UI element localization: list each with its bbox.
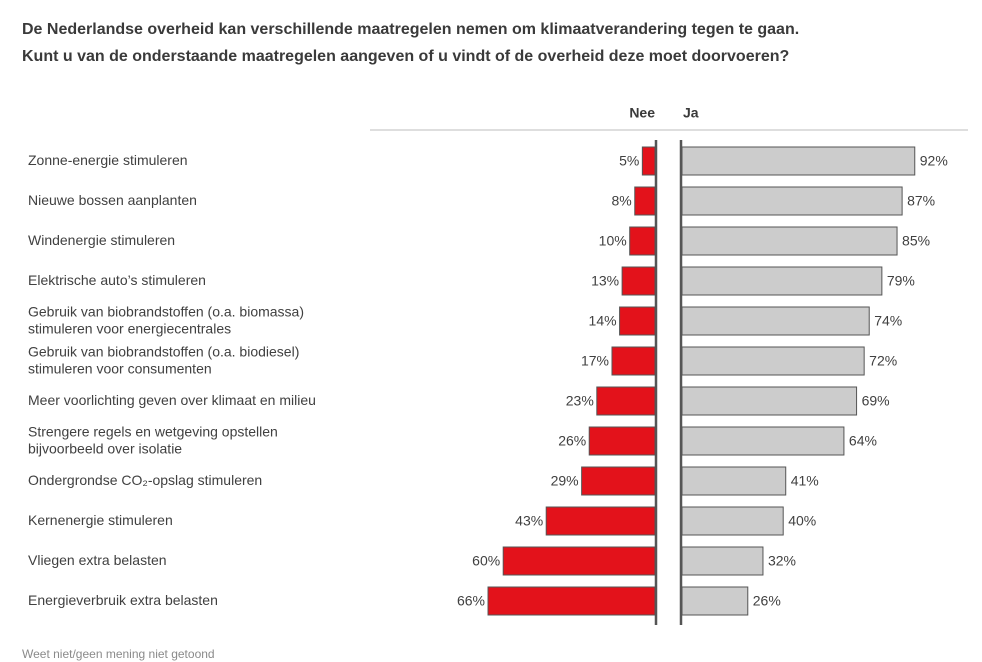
category-label-line: Zonne-energie stimuleren (28, 152, 188, 168)
value-label: 10% (599, 233, 627, 249)
value-label: 23% (566, 393, 594, 409)
value-label: 26% (558, 433, 586, 449)
bar (588, 426, 656, 456)
category-label-line: Ondergrondse CO₂-opslag stimuleren (28, 472, 262, 488)
bar (681, 546, 764, 576)
value-label: 87% (907, 193, 935, 209)
value-label: 17% (581, 353, 609, 369)
bar (641, 146, 656, 176)
category-label-line: Energieverbruik extra belasten (28, 592, 218, 608)
bar (502, 546, 656, 576)
value-label: 13% (591, 273, 619, 289)
value-label: 79% (887, 273, 915, 289)
bar (681, 586, 749, 616)
chart-title: De Nederlandse overheid kan verschillend… (22, 21, 799, 38)
category-label-line: stimuleren voor energiecentrales (28, 320, 231, 336)
category-label: Zonne-energie stimuleren (28, 152, 188, 168)
value-label: 64% (849, 433, 877, 449)
category-label: Meer voorlichting geven over klimaat en … (28, 392, 316, 408)
category-label: Strengere regels en wetgeving opstellen b… (28, 423, 278, 456)
bar (681, 346, 865, 376)
legend-entry: Ja (683, 105, 699, 121)
value-label: 60% (472, 553, 500, 569)
legend-entry: Nee (629, 105, 655, 121)
category-label-line: Elektrische auto’s stimuleren (28, 272, 206, 288)
bar (621, 266, 656, 296)
value-label: 69% (862, 393, 890, 409)
bar (629, 226, 656, 256)
category-label: Kernenergie stimuleren (28, 512, 173, 528)
value-label: 29% (551, 473, 579, 489)
category-label: Gebruik van biobrandstoffen (o.a. biomas… (28, 303, 304, 336)
value-label: 26% (753, 593, 781, 609)
bar (581, 466, 656, 496)
value-label: 32% (768, 553, 796, 569)
category-label: Energieverbruik extra belasten (28, 592, 218, 608)
value-label: 43% (515, 513, 543, 529)
category-label: Nieuwe bossen aanplanten (28, 192, 197, 208)
category-label: Vliegen extra belasten (28, 552, 167, 568)
bar (634, 186, 656, 216)
value-label: 8% (612, 193, 632, 209)
category-label: Elektrische auto’s stimuleren (28, 272, 206, 288)
value-label: 74% (874, 313, 902, 329)
category-label-line: Strengere regels en wetgeving opstellen (28, 423, 278, 439)
value-label: 5% (619, 153, 639, 169)
value-label: 40% (788, 513, 816, 529)
footnote: Weet niet/geen mening niet getoond (22, 647, 215, 661)
value-label: 66% (457, 593, 485, 609)
value-label: 41% (791, 473, 819, 489)
bar (596, 386, 656, 416)
category-label: Windenergie stimuleren (28, 232, 175, 248)
category-label-line: Vliegen extra belasten (28, 552, 167, 568)
category-label-line: bijvoorbeeld over isolatie (28, 440, 182, 456)
bar (681, 226, 898, 256)
category-label-line: Meer voorlichting geven over klimaat en … (28, 392, 316, 408)
category-label: Gebruik van biobrandstoffen (o.a. biodie… (28, 343, 299, 376)
bar (681, 466, 787, 496)
bar (681, 146, 916, 176)
bar (681, 506, 784, 536)
category-label-line: stimuleren voor consumenten (28, 360, 212, 376)
value-label: 92% (920, 153, 948, 169)
category-label-line: Nieuwe bossen aanplanten (28, 192, 197, 208)
bar (681, 266, 883, 296)
bar (619, 306, 656, 336)
bar (545, 506, 656, 536)
bar (681, 426, 845, 456)
bar (681, 306, 870, 336)
value-label: 14% (589, 313, 617, 329)
category-label-line: Gebruik van biobrandstoffen (o.a. biodie… (28, 343, 299, 359)
bar (681, 186, 903, 216)
category-label-line: Kernenergie stimuleren (28, 512, 173, 528)
bar (611, 346, 656, 376)
bar (487, 586, 656, 616)
category-label-line: Gebruik van biobrandstoffen (o.a. biomas… (28, 303, 304, 319)
bar (681, 386, 858, 416)
chart-title: Kunt u van de onderstaande maatregelen a… (22, 48, 789, 65)
value-label: 72% (869, 353, 897, 369)
category-label-line: Windenergie stimuleren (28, 232, 175, 248)
category-label: Ondergrondse CO₂-opslag stimuleren (28, 472, 262, 488)
value-label: 85% (902, 233, 930, 249)
